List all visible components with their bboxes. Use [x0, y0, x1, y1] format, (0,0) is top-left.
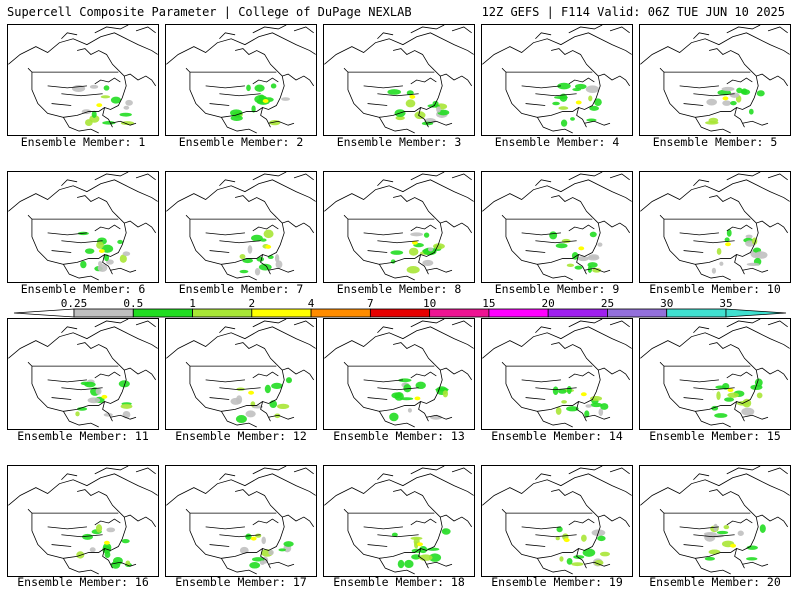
ensemble-member-label: Ensemble Member: 6 — [20, 282, 146, 296]
ensemble-map-panel — [7, 171, 159, 283]
north-america-map — [640, 25, 790, 134]
colorbar-segment — [251, 308, 312, 318]
ensemble-map-panel — [165, 318, 317, 430]
ensemble-member-label: Ensemble Member: 5 — [652, 135, 778, 149]
colorbar-tick-label: 0.25 — [60, 297, 88, 310]
north-america-map — [8, 319, 158, 428]
ensemble-member-label: Ensemble Member: 3 — [336, 135, 462, 149]
north-america-map — [482, 319, 632, 428]
north-america-map — [166, 25, 316, 134]
colorbar-tick-label: 25 — [600, 297, 615, 310]
north-america-map — [324, 25, 474, 134]
ensemble-map-panel — [7, 318, 159, 430]
ensemble-map-panel — [639, 24, 791, 136]
colorbar-tick-label: 15 — [482, 297, 496, 310]
colorbar-tick-label: 0.5 — [123, 297, 144, 310]
ensemble-member-label: Ensemble Member: 20 — [649, 575, 781, 589]
colorbar-segment — [488, 308, 549, 318]
ensemble-map-panel — [481, 171, 633, 283]
ensemble-member-label: Ensemble Member: 1 — [20, 135, 146, 149]
ensemble-member-label: Ensemble Member: 19 — [491, 575, 623, 589]
north-america-map — [324, 466, 474, 575]
north-america-map — [166, 172, 316, 281]
north-america-map — [640, 319, 790, 428]
colorbar-segment — [132, 308, 193, 318]
colorbar-tick-label: 35 — [719, 297, 733, 310]
colorbar-tick-label: 2 — [248, 297, 256, 310]
ensemble-map-panel — [7, 465, 159, 577]
ensemble-member-label: Ensemble Member: 14 — [491, 429, 623, 443]
colorbar-tick-label: 30 — [660, 297, 674, 310]
colorbar-segment — [73, 308, 134, 318]
ensemble-map-panel — [639, 171, 791, 283]
ensemble-map-panel — [165, 24, 317, 136]
ensemble-map-panel — [165, 465, 317, 577]
ensemble-member-label: Ensemble Member: 4 — [494, 135, 620, 149]
north-america-map — [640, 172, 790, 281]
colorbar-segment — [192, 308, 253, 318]
run-info: 12Z GEFS | F114 Valid: 06Z TUE JUN 10 20… — [481, 5, 785, 19]
colorbar-segment — [725, 308, 787, 318]
ensemble-map-panel — [165, 171, 317, 283]
ensemble-map-panel — [481, 318, 633, 430]
colorbar-tick-label: 4 — [307, 297, 315, 310]
ensemble-member-label: Ensemble Member: 2 — [178, 135, 304, 149]
north-america-map — [8, 172, 158, 281]
ensemble-map-panel — [323, 24, 475, 136]
ensemble-map-panel — [481, 465, 633, 577]
north-america-map — [640, 466, 790, 575]
page-title: Supercell Composite Parameter | College … — [7, 5, 412, 19]
north-america-map — [482, 25, 632, 134]
colorbar-segment — [607, 308, 668, 318]
ensemble-member-label: Ensemble Member: 15 — [649, 429, 781, 443]
ensemble-member-label: Ensemble Member: 10 — [649, 282, 781, 296]
ensemble-member-label: Ensemble Member: 11 — [17, 429, 149, 443]
ensemble-map-panel — [323, 171, 475, 283]
colorbar-segment — [666, 308, 727, 318]
ensemble-member-label: Ensemble Member: 7 — [178, 282, 304, 296]
north-america-map — [166, 319, 316, 428]
colorbar-tick-label: 7 — [367, 297, 374, 310]
colorbar-segment — [310, 308, 371, 318]
colorbar-segment — [429, 308, 490, 318]
ensemble-member-label: Ensemble Member: 9 — [494, 282, 620, 296]
north-america-map — [166, 466, 316, 575]
ensemble-map-panel — [481, 24, 633, 136]
north-america-map — [324, 319, 474, 428]
colorbar-segment — [369, 308, 431, 318]
ensemble-member-label: Ensemble Member: 17 — [175, 575, 307, 589]
ensemble-map-panel — [639, 318, 791, 430]
ensemble-map-panel — [323, 318, 475, 430]
north-america-map — [482, 172, 632, 281]
north-america-map — [8, 25, 158, 134]
ensemble-member-label: Ensemble Member: 8 — [336, 282, 462, 296]
colorbar-tick-label: 20 — [541, 297, 555, 310]
ensemble-map-panel — [7, 24, 159, 136]
colorbar-tick-label: 10 — [423, 297, 437, 310]
ensemble-member-label: Ensemble Member: 16 — [17, 575, 149, 589]
colorbar-segment — [13, 308, 75, 318]
ensemble-member-label: Ensemble Member: 18 — [333, 575, 465, 589]
colorbar — [13, 308, 787, 318]
north-america-map — [324, 172, 474, 281]
ensemble-map-panel — [639, 465, 791, 577]
ensemble-map-panel — [323, 465, 475, 577]
colorbar-tick-label: 1 — [189, 297, 196, 310]
north-america-map — [482, 466, 632, 575]
ensemble-member-label: Ensemble Member: 13 — [333, 429, 465, 443]
ensemble-member-label: Ensemble Member: 12 — [175, 429, 307, 443]
north-america-map — [8, 466, 158, 575]
colorbar-segment — [547, 308, 608, 318]
